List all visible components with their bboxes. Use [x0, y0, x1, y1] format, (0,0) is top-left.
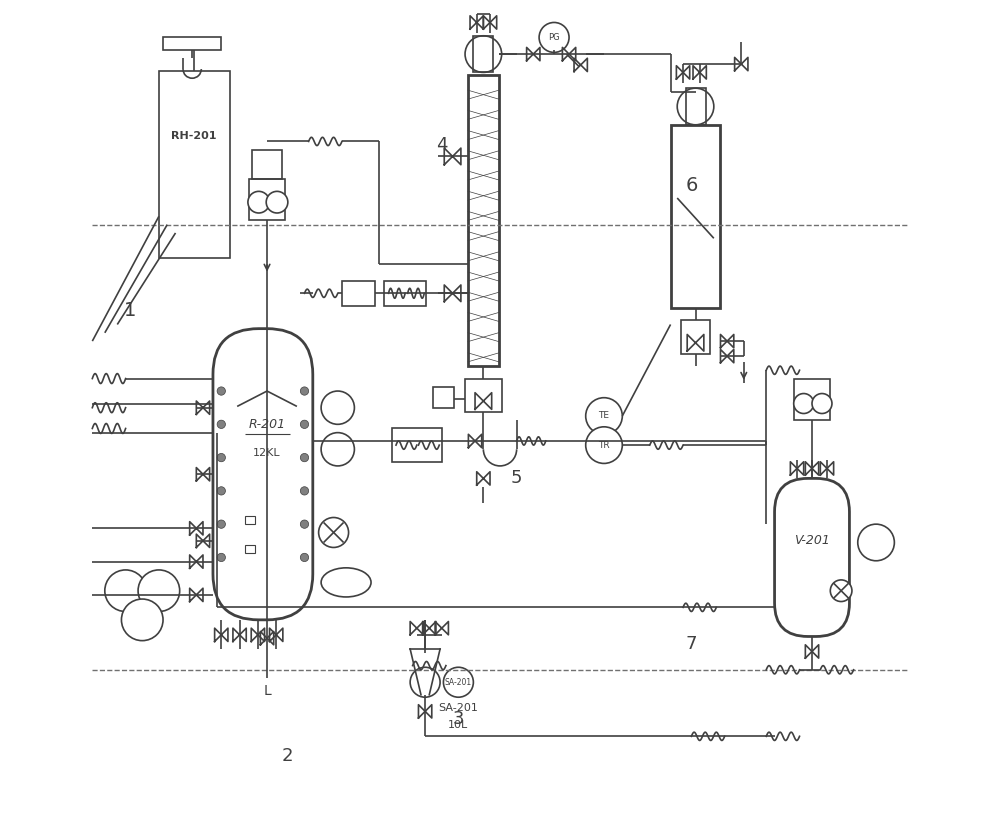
Text: SA-201: SA-201 [445, 678, 472, 686]
Circle shape [300, 420, 309, 428]
Circle shape [443, 667, 473, 697]
Text: PG: PG [548, 33, 560, 42]
Circle shape [266, 191, 288, 213]
Circle shape [319, 518, 349, 547]
Circle shape [300, 453, 309, 462]
Bar [671, 125, 720, 308]
Bar [384, 280, 426, 305]
Circle shape [794, 394, 814, 414]
Circle shape [539, 22, 569, 52]
Bar [163, 37, 221, 50]
Bar [473, 36, 493, 72]
Circle shape [217, 453, 225, 462]
Bar [468, 75, 499, 366]
Bar [252, 150, 282, 179]
Text: 7: 7 [686, 635, 697, 653]
Bar [245, 516, 255, 524]
Bar [249, 179, 285, 220]
Text: TR: TR [598, 441, 610, 449]
FancyBboxPatch shape [775, 478, 849, 636]
Text: 5: 5 [511, 468, 522, 487]
Circle shape [586, 398, 622, 434]
Circle shape [138, 570, 180, 612]
Bar [794, 379, 830, 420]
Circle shape [248, 191, 270, 213]
Text: SA-201: SA-201 [438, 703, 478, 713]
Text: R-201: R-201 [248, 418, 286, 431]
Bar [433, 387, 454, 408]
Circle shape [105, 570, 146, 612]
Circle shape [121, 599, 163, 641]
Ellipse shape [321, 567, 371, 597]
Text: TE: TE [598, 412, 609, 420]
Text: RH-201: RH-201 [171, 131, 217, 141]
Circle shape [410, 667, 440, 697]
Bar [681, 320, 710, 354]
Circle shape [217, 487, 225, 495]
Text: 2: 2 [282, 747, 294, 765]
Circle shape [300, 387, 309, 395]
Text: 10L: 10L [448, 720, 469, 730]
Circle shape [586, 427, 622, 463]
Text: V-201: V-201 [794, 534, 830, 547]
Circle shape [300, 487, 309, 495]
Bar [686, 88, 706, 125]
Text: 6: 6 [685, 176, 698, 196]
FancyBboxPatch shape [213, 329, 313, 620]
Text: 1: 1 [124, 301, 136, 320]
Circle shape [321, 433, 354, 466]
Circle shape [321, 391, 354, 424]
Circle shape [812, 394, 832, 414]
Text: L: L [263, 684, 271, 698]
Bar [159, 71, 230, 258]
Circle shape [217, 520, 225, 528]
Circle shape [858, 524, 894, 561]
Circle shape [217, 387, 225, 395]
Circle shape [677, 88, 714, 125]
Circle shape [465, 36, 502, 72]
Bar [342, 280, 375, 305]
Circle shape [217, 420, 225, 428]
Text: 3: 3 [453, 710, 464, 728]
Circle shape [217, 553, 225, 562]
Circle shape [300, 520, 309, 528]
Bar [392, 428, 442, 462]
Text: 4: 4 [436, 136, 448, 154]
Bar [465, 379, 502, 412]
Bar [245, 545, 255, 553]
Text: 12KL: 12KL [253, 448, 281, 458]
Circle shape [300, 553, 309, 562]
Circle shape [830, 580, 852, 602]
